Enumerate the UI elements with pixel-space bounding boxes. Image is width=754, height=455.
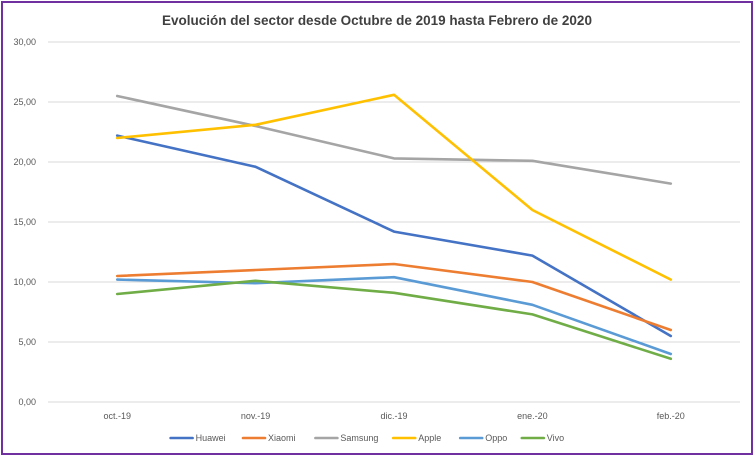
legend-item-huawei: Huawei (169, 433, 226, 443)
series-line-samsung (115, 94, 673, 185)
legend-label: Apple (418, 433, 441, 443)
y-tick-label: 5,00 (18, 337, 36, 347)
series-line-vivo (115, 279, 673, 361)
x-tick-label: dic.-19 (380, 411, 407, 421)
x-tick-label: ene.-20 (517, 411, 548, 421)
x-tick-label: nov.-19 (241, 411, 270, 421)
legend-label: Samsung (340, 433, 378, 443)
series-line-apple (115, 93, 673, 281)
x-tick-label: feb.-20 (657, 411, 685, 421)
series-line-oppo (115, 275, 673, 356)
legend-label: Xiaomi (268, 433, 296, 443)
legend: Huawei Xiaomi Samsung Apple Oppo Vivo (169, 433, 564, 443)
chart-title: Evolución del sector desde Octubre de 20… (162, 13, 592, 28)
legend-item-oppo: Oppo (458, 433, 507, 443)
y-tick-label: 0,00 (18, 397, 36, 407)
y-axis-tick-labels: 0,00 5,00 10,00 15,00 20,00 25,00 30,00 (13, 37, 36, 407)
legend-item-vivo: Vivo (520, 433, 564, 443)
x-tick-label: oct.-19 (103, 411, 131, 421)
y-tick-label: 25,00 (13, 97, 36, 107)
legend-item-apple: Apple (391, 433, 441, 443)
y-tick-label: 20,00 (13, 157, 36, 167)
legend-item-xiaomi: Xiaomi (241, 433, 296, 443)
y-tick-label: 10,00 (13, 277, 36, 287)
legend-label: Oppo (485, 433, 507, 443)
series-lines (115, 93, 673, 361)
y-tick-label: 30,00 (13, 37, 36, 47)
legend-label: Vivo (547, 433, 564, 443)
series-line-huawei (115, 134, 673, 338)
y-tick-label: 15,00 (13, 217, 36, 227)
x-axis-tick-labels: oct.-19 nov.-19 dic.-19 ene.-20 feb.-20 (103, 411, 684, 421)
line-chart: Evolución del sector desde Octubre de 20… (13, 13, 740, 443)
series-line-xiaomi (115, 262, 673, 332)
legend-item-samsung: Samsung (314, 433, 378, 443)
legend-label: Huawei (196, 433, 226, 443)
